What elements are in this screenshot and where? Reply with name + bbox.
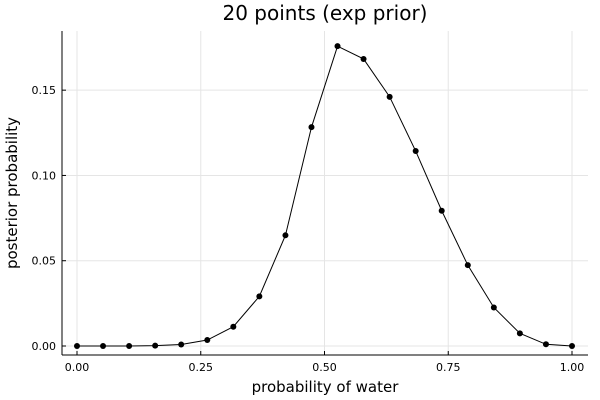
y-tick-label: 0.15: [32, 84, 57, 97]
data-point: [542, 341, 549, 348]
data-point: [490, 304, 497, 311]
y-tick-label: 0.10: [32, 169, 57, 182]
data-point: [204, 337, 211, 344]
series-line: [77, 45, 573, 347]
data-point: [438, 207, 445, 214]
data-point: [230, 323, 237, 330]
y-tick-label: 0.05: [32, 255, 57, 268]
data-point: [74, 343, 80, 349]
x-tick-label: 1.00: [560, 361, 585, 374]
y-axis-label: posterior probability: [3, 117, 21, 269]
data-point: [569, 343, 575, 349]
data-point: [308, 124, 315, 131]
data-point: [152, 342, 159, 349]
chart-title: 20 points (exp prior): [223, 1, 428, 25]
x-tick-label: 0.00: [65, 361, 90, 374]
x-axis-label: probability of water: [252, 378, 400, 396]
data-point: [334, 43, 341, 50]
data-point: [360, 55, 367, 62]
grid: [62, 31, 588, 355]
data-point: [516, 330, 523, 337]
data-point: [256, 293, 263, 300]
ticks: 0.00 0.25 0.50 0.75 1.00 0.00 0.05 0.10 0.15: [32, 84, 585, 374]
data-point: [178, 341, 185, 348]
data-point: [126, 343, 133, 349]
series: [74, 43, 575, 349]
data-point: [386, 93, 393, 100]
data-point: [282, 232, 289, 239]
y-tick-label: 0.00: [32, 340, 57, 353]
x-tick-label: 0.50: [312, 361, 337, 374]
data-point: [412, 148, 419, 155]
x-tick-label: 0.75: [436, 361, 461, 374]
x-tick-label: 0.25: [189, 361, 214, 374]
data-point: [464, 262, 471, 269]
data-point: [100, 343, 107, 349]
